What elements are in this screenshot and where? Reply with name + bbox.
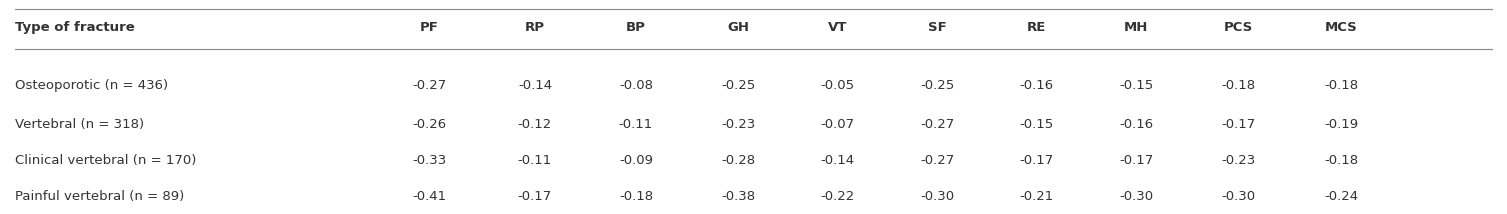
Text: RE: RE [1028,21,1046,34]
Text: -0.22: -0.22 [821,190,854,203]
Text: -0.14: -0.14 [821,154,854,167]
Text: -0.18: -0.18 [1325,79,1358,92]
Text: -0.30: -0.30 [1120,190,1153,203]
Text: -0.15: -0.15 [1020,118,1053,131]
Text: -0.26: -0.26 [413,118,446,131]
Text: -0.25: -0.25 [921,79,954,92]
Text: Type of fracture: Type of fracture [15,21,134,34]
Text: -0.25: -0.25 [722,79,755,92]
Text: -0.30: -0.30 [1222,190,1255,203]
Text: -0.05: -0.05 [821,79,854,92]
Text: MCS: MCS [1325,21,1358,34]
Text: -0.17: -0.17 [518,190,552,203]
Text: -0.17: -0.17 [1120,154,1153,167]
Text: -0.24: -0.24 [1325,190,1358,203]
Text: -0.18: -0.18 [619,190,653,203]
Text: MH: MH [1124,21,1148,34]
Text: -0.07: -0.07 [821,118,854,131]
Text: -0.18: -0.18 [1325,154,1358,167]
Text: -0.28: -0.28 [722,154,755,167]
Text: -0.41: -0.41 [413,190,446,203]
Text: -0.23: -0.23 [722,118,755,131]
Text: -0.23: -0.23 [1222,154,1255,167]
Text: -0.08: -0.08 [619,79,653,92]
Text: Painful vertebral (n = 89): Painful vertebral (n = 89) [15,190,184,203]
Text: -0.12: -0.12 [518,118,552,131]
Text: VT: VT [829,21,847,34]
Text: Clinical vertebral (n = 170): Clinical vertebral (n = 170) [15,154,196,167]
Text: -0.15: -0.15 [1120,79,1153,92]
Text: -0.27: -0.27 [921,118,954,131]
Text: -0.16: -0.16 [1020,79,1053,92]
Text: -0.17: -0.17 [1020,154,1053,167]
Text: -0.27: -0.27 [413,79,446,92]
Text: PF: PF [420,21,439,34]
Text: -0.27: -0.27 [921,154,954,167]
Text: -0.09: -0.09 [619,154,653,167]
Text: -0.30: -0.30 [921,190,954,203]
Text: -0.11: -0.11 [619,118,653,131]
Text: RP: RP [524,21,546,34]
Text: -0.17: -0.17 [1222,118,1255,131]
Text: -0.38: -0.38 [722,190,755,203]
Text: -0.21: -0.21 [1020,190,1053,203]
Text: Osteoporotic (n = 436): Osteoporotic (n = 436) [15,79,169,92]
Text: -0.18: -0.18 [1222,79,1255,92]
Text: GH: GH [728,21,749,34]
Text: -0.11: -0.11 [518,154,552,167]
Text: -0.16: -0.16 [1120,118,1153,131]
Text: BP: BP [625,21,647,34]
Text: Vertebral (n = 318): Vertebral (n = 318) [15,118,145,131]
Text: -0.19: -0.19 [1325,118,1358,131]
Text: PCS: PCS [1224,21,1254,34]
Text: SF: SF [928,21,946,34]
Text: -0.33: -0.33 [413,154,446,167]
Text: -0.14: -0.14 [518,79,552,92]
